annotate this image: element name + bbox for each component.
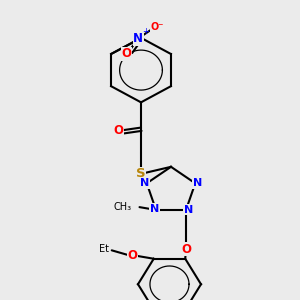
Text: O⁻: O⁻	[151, 22, 164, 32]
Text: O: O	[121, 47, 131, 61]
Text: +: +	[142, 27, 149, 36]
Text: N: N	[184, 205, 193, 215]
Text: O: O	[181, 243, 191, 256]
Text: N: N	[133, 32, 143, 45]
Text: N: N	[193, 178, 202, 188]
Text: CH₃: CH₃	[114, 202, 132, 212]
Text: Et: Et	[99, 244, 109, 254]
Text: O: O	[128, 249, 138, 262]
Text: S: S	[136, 167, 146, 180]
Text: N: N	[140, 178, 149, 188]
Text: N: N	[150, 203, 159, 214]
Text: O: O	[113, 124, 124, 137]
